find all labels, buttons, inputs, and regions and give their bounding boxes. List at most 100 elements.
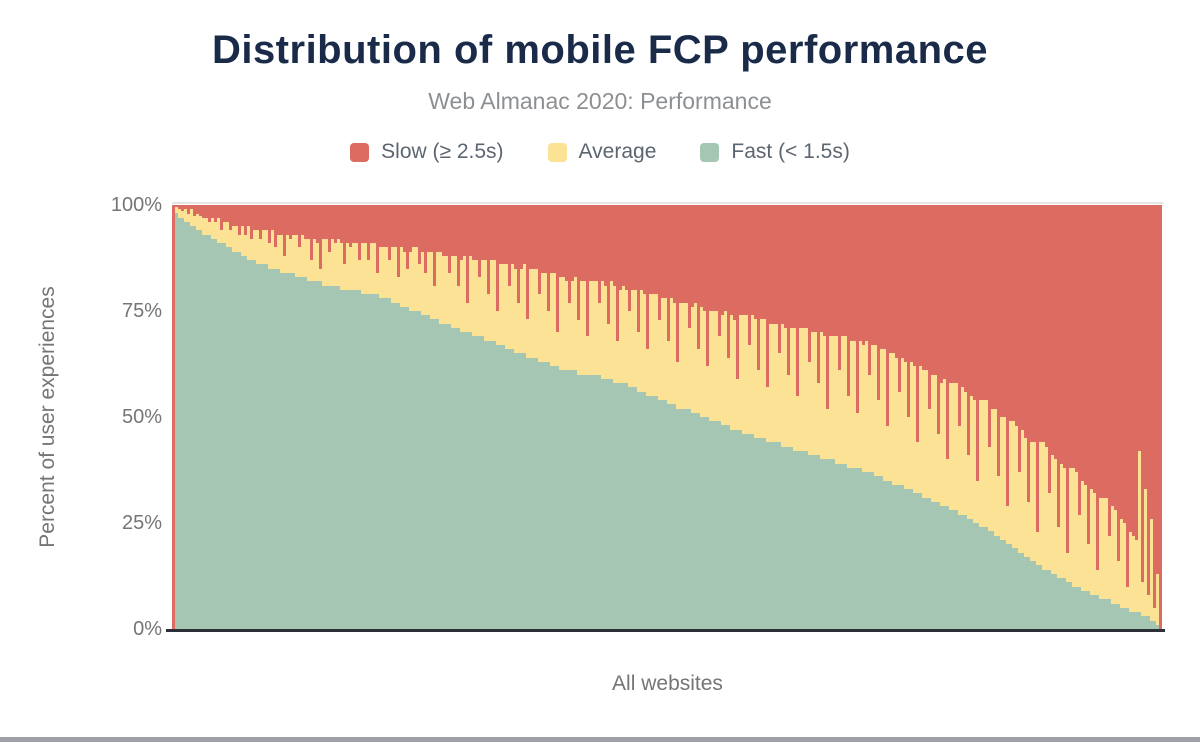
stacked-bar[interactable]: [757, 205, 760, 629]
stacked-bar[interactable]: [409, 205, 412, 629]
stacked-bar[interactable]: [565, 205, 568, 629]
stacked-bar[interactable]: [1159, 205, 1162, 629]
stacked-bar[interactable]: [1147, 205, 1150, 629]
stacked-bar[interactable]: [988, 205, 991, 629]
stacked-bar[interactable]: [361, 205, 364, 629]
stacked-bar[interactable]: [961, 205, 964, 629]
stacked-bar[interactable]: [325, 205, 328, 629]
stacked-bar[interactable]: [1045, 205, 1048, 629]
stacked-bar[interactable]: [490, 205, 493, 629]
stacked-bar[interactable]: [640, 205, 643, 629]
stacked-bar[interactable]: [682, 205, 685, 629]
stacked-bar[interactable]: [658, 205, 661, 629]
stacked-bar[interactable]: [1021, 205, 1024, 629]
stacked-bar[interactable]: [499, 205, 502, 629]
stacked-bar[interactable]: [1027, 205, 1030, 629]
stacked-bar[interactable]: [775, 205, 778, 629]
stacked-bar[interactable]: [598, 205, 601, 629]
stacked-bar[interactable]: [376, 205, 379, 629]
stacked-bar[interactable]: [688, 205, 691, 629]
stacked-bar[interactable]: [1126, 205, 1129, 629]
stacked-bar[interactable]: [622, 205, 625, 629]
stacked-bar[interactable]: [826, 205, 829, 629]
stacked-bar[interactable]: [271, 205, 274, 629]
stacked-bar[interactable]: [1069, 205, 1072, 629]
stacked-bar[interactable]: [442, 205, 445, 629]
stacked-bar[interactable]: [1096, 205, 1099, 629]
stacked-bar[interactable]: [1054, 205, 1057, 629]
stacked-bar[interactable]: [796, 205, 799, 629]
stacked-bar[interactable]: [1093, 205, 1096, 629]
stacked-bar[interactable]: [541, 205, 544, 629]
stacked-bar[interactable]: [1108, 205, 1111, 629]
stacked-bar[interactable]: [340, 205, 343, 629]
stacked-bar[interactable]: [403, 205, 406, 629]
stacked-bar[interactable]: [679, 205, 682, 629]
stacked-bar[interactable]: [670, 205, 673, 629]
stacked-bar[interactable]: [385, 205, 388, 629]
stacked-bar[interactable]: [475, 205, 478, 629]
stacked-bar[interactable]: [691, 205, 694, 629]
stacked-bar[interactable]: [553, 205, 556, 629]
stacked-bar[interactable]: [967, 205, 970, 629]
stacked-bar[interactable]: [982, 205, 985, 629]
stacked-bar[interactable]: [916, 205, 919, 629]
stacked-bar[interactable]: [1066, 205, 1069, 629]
stacked-bar[interactable]: [520, 205, 523, 629]
stacked-bar[interactable]: [619, 205, 622, 629]
stacked-bar[interactable]: [745, 205, 748, 629]
stacked-bar[interactable]: [400, 205, 403, 629]
stacked-bar[interactable]: [853, 205, 856, 629]
stacked-bar[interactable]: [895, 205, 898, 629]
stacked-bar[interactable]: [262, 205, 265, 629]
stacked-bar[interactable]: [286, 205, 289, 629]
stacked-bar[interactable]: [535, 205, 538, 629]
stacked-bar[interactable]: [919, 205, 922, 629]
stacked-bar[interactable]: [970, 205, 973, 629]
stacked-bar[interactable]: [211, 205, 214, 629]
stacked-bar[interactable]: [952, 205, 955, 629]
stacked-bar[interactable]: [1060, 205, 1063, 629]
stacked-bar[interactable]: [1003, 205, 1006, 629]
stacked-bar[interactable]: [1081, 205, 1084, 629]
stacked-bar[interactable]: [694, 205, 697, 629]
stacked-bar[interactable]: [241, 205, 244, 629]
stacked-bar[interactable]: [1111, 205, 1114, 629]
stacked-bar[interactable]: [481, 205, 484, 629]
stacked-bar[interactable]: [526, 205, 529, 629]
stacked-bar[interactable]: [1072, 205, 1075, 629]
stacked-bar[interactable]: [253, 205, 256, 629]
stacked-bar[interactable]: [994, 205, 997, 629]
stacked-bar[interactable]: [505, 205, 508, 629]
stacked-bar[interactable]: [328, 205, 331, 629]
stacked-bar[interactable]: [514, 205, 517, 629]
stacked-bar[interactable]: [769, 205, 772, 629]
stacked-bar[interactable]: [814, 205, 817, 629]
stacked-bar[interactable]: [910, 205, 913, 629]
stacked-bar[interactable]: [1144, 205, 1147, 629]
stacked-bar[interactable]: [850, 205, 853, 629]
stacked-bar[interactable]: [631, 205, 634, 629]
stacked-bar[interactable]: [217, 205, 220, 629]
stacked-bar[interactable]: [301, 205, 304, 629]
stacked-bar[interactable]: [742, 205, 745, 629]
stacked-bar[interactable]: [382, 205, 385, 629]
stacked-bar[interactable]: [583, 205, 586, 629]
stacked-bar[interactable]: [277, 205, 280, 629]
stacked-bar[interactable]: [1042, 205, 1045, 629]
stacked-bar[interactable]: [229, 205, 232, 629]
stacked-bar[interactable]: [748, 205, 751, 629]
stacked-bar[interactable]: [898, 205, 901, 629]
stacked-bar[interactable]: [868, 205, 871, 629]
stacked-bar[interactable]: [787, 205, 790, 629]
stacked-bar[interactable]: [865, 205, 868, 629]
stacked-bar[interactable]: [889, 205, 892, 629]
stacked-bar[interactable]: [1063, 205, 1066, 629]
stacked-bar[interactable]: [874, 205, 877, 629]
stacked-bar[interactable]: [778, 205, 781, 629]
stacked-bar[interactable]: [610, 205, 613, 629]
stacked-bar[interactable]: [976, 205, 979, 629]
stacked-bar[interactable]: [574, 205, 577, 629]
stacked-bar[interactable]: [1099, 205, 1102, 629]
stacked-bar[interactable]: [700, 205, 703, 629]
